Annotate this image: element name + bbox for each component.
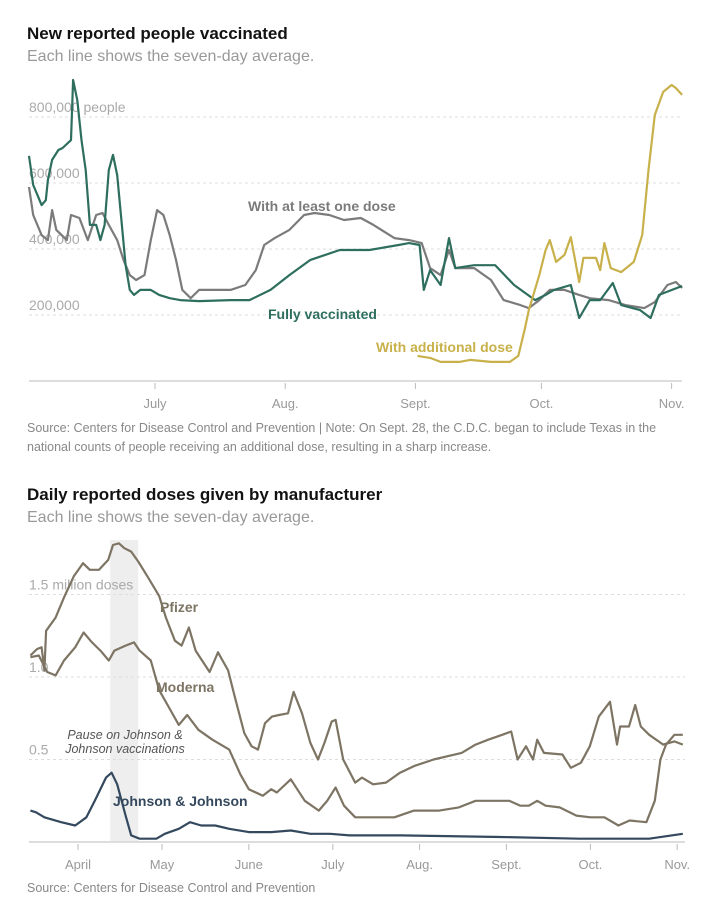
x-tick-label: June (235, 857, 263, 872)
x-tick-label: Aug. (406, 857, 433, 872)
label-at-least-one-dose: With at least one dose (248, 198, 396, 214)
pause-band (110, 540, 139, 842)
series-line-moderna (30, 631, 683, 827)
y-tick-label: 400,000 (29, 231, 80, 247)
x-tick-label: July (143, 396, 167, 411)
chart1-subtitle: Each line shows the seven-day average. (27, 48, 315, 65)
label-fully-vaccinated: Fully vaccinated (268, 306, 377, 322)
chart1-source: Source: Centers for Disease Control and … (27, 421, 657, 454)
series-line-with-additional-dose (417, 83, 683, 363)
y-tick-label: 600,000 (29, 165, 80, 181)
series-line-fully-vaccinated (27, 78, 683, 320)
x-tick-label: May (150, 857, 175, 872)
series-line-pfizer (29, 542, 684, 786)
x-tick-label: Sept. (400, 396, 430, 411)
y-tick-label: 1.5 million doses (29, 577, 133, 593)
label-moderna: Moderna (156, 679, 215, 695)
chart2-subtitle: Each line shows the seven-day average. (27, 509, 315, 526)
y-tick-label: 0.5 (29, 742, 49, 758)
label-johnson-johnson: Johnson & Johnson (113, 793, 248, 809)
y-tick-label: 200,000 (29, 297, 80, 313)
pause-annotation-line1: Pause on Johnson & (67, 728, 182, 742)
pause-annotation-line2: Johnson vaccinations (64, 742, 185, 756)
label-pfizer: Pfizer (160, 599, 199, 615)
x-tick-label: Oct. (529, 396, 553, 411)
label-additional-dose: With additional dose (376, 339, 513, 355)
x-tick-label: Oct. (578, 857, 602, 872)
chart1-title: New reported people vaccinated (27, 24, 288, 43)
x-tick-label: April (65, 857, 91, 872)
x-tick-label: Aug. (272, 396, 299, 411)
chart2-title: Daily reported doses given by manufactur… (27, 485, 383, 504)
x-tick-label: Sept. (491, 857, 521, 872)
series-line-johnson-johnson (30, 771, 683, 840)
chart2-source: Source: Centers for Disease Control and … (27, 881, 316, 895)
x-tick-label: July (321, 857, 345, 872)
series-line-with-at-least-one-dose (27, 186, 683, 310)
x-tick-label: Nov. (659, 396, 685, 411)
x-tick-label: Nov. (664, 857, 690, 872)
